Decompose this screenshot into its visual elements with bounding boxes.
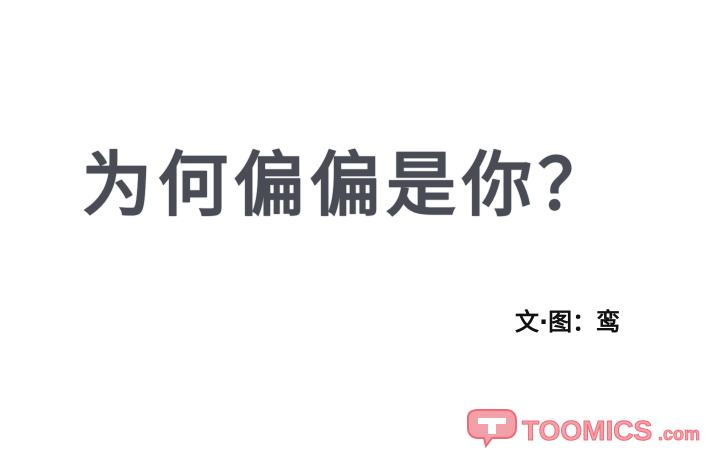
author-credit: 文·图：鸾 xyxy=(515,308,621,336)
toomics-brand-text: TOOMICS xyxy=(522,415,652,446)
toomics-logo: TOOMICS .com xyxy=(467,409,700,449)
toomics-watermark: TOOMICS .com xyxy=(462,404,712,456)
toomics-domain-text: .com xyxy=(658,424,700,444)
comic-title: 为何偏偏是你？ xyxy=(82,143,614,226)
